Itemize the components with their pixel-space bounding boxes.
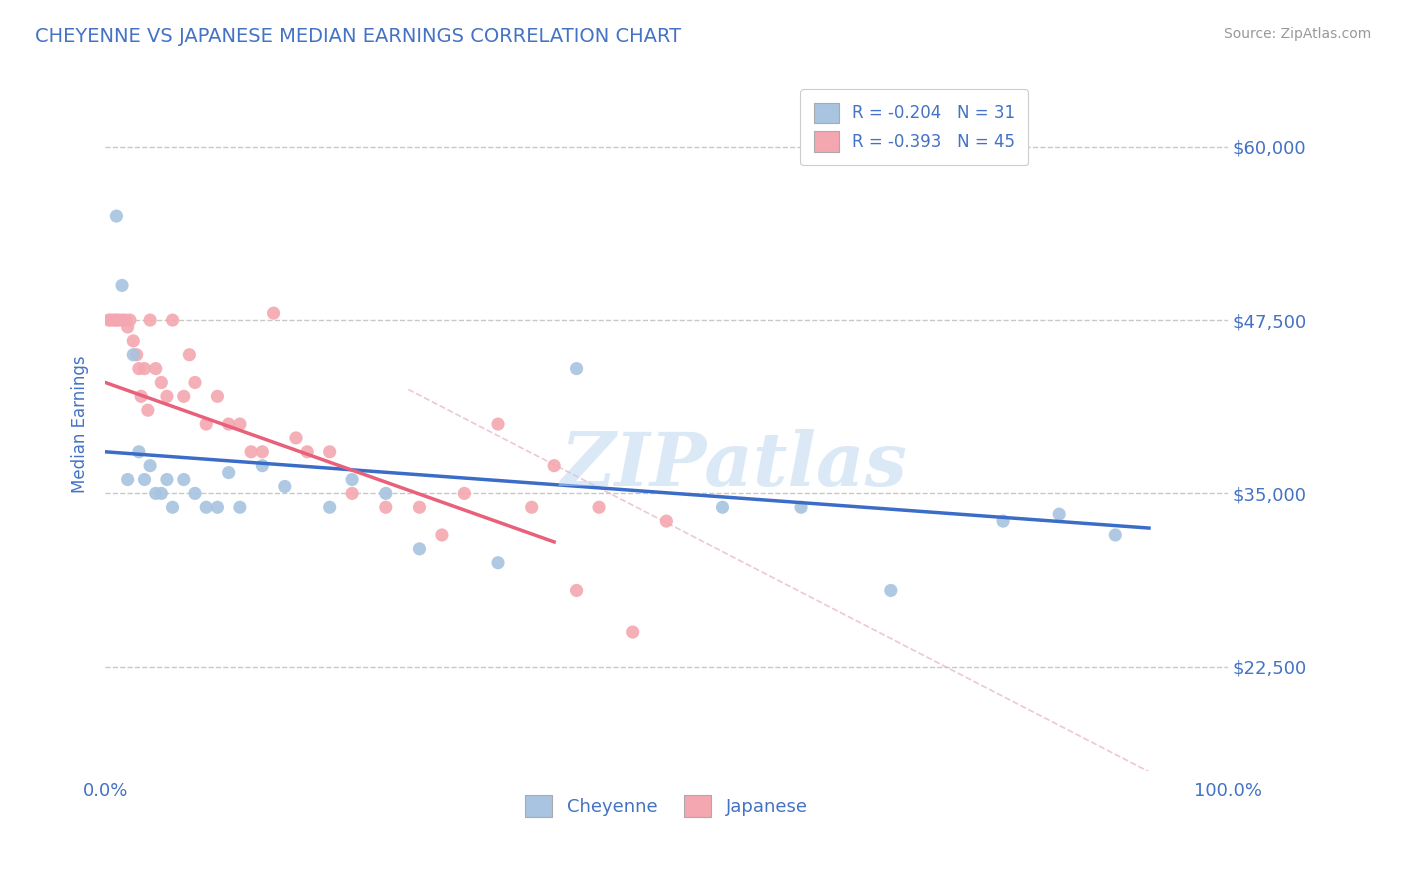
Point [184, 486, 207, 500]
Point [218, 466, 240, 480]
Point [107, 313, 129, 327]
Point [103, 313, 125, 327]
Point [263, 306, 285, 320]
Point [179, 348, 201, 362]
Text: Source: ZipAtlas.com: Source: ZipAtlas.com [1223, 27, 1371, 41]
Point [100, 313, 122, 327]
Point [156, 389, 179, 403]
Point [184, 376, 207, 390]
Point [274, 479, 297, 493]
Text: ZIPatlas: ZIPatlas [560, 429, 907, 502]
Point [125, 348, 148, 362]
Point [134, 361, 156, 376]
Point [340, 486, 363, 500]
Point [486, 556, 509, 570]
Point [520, 500, 543, 515]
Point [285, 431, 308, 445]
Point [173, 389, 195, 403]
Point [229, 417, 252, 431]
Point [139, 313, 162, 327]
Point [195, 500, 218, 515]
Point [229, 500, 252, 515]
Point [117, 320, 139, 334]
Point [122, 334, 145, 348]
Point [128, 361, 150, 376]
Point [430, 528, 453, 542]
Point [543, 458, 565, 473]
Point [162, 313, 184, 327]
Point [97, 313, 120, 327]
Point [173, 473, 195, 487]
Point [156, 473, 179, 487]
Point [136, 403, 159, 417]
Point [565, 583, 588, 598]
Point [105, 209, 128, 223]
Y-axis label: Median Earnings: Median Earnings [72, 355, 89, 493]
Point [111, 313, 134, 327]
Point [134, 473, 156, 487]
Point [1047, 507, 1070, 521]
Point [565, 361, 588, 376]
Point [453, 486, 475, 500]
Point [240, 444, 263, 458]
Point [162, 500, 184, 515]
Point [588, 500, 610, 515]
Point [114, 313, 136, 327]
Point [655, 514, 678, 528]
Point [486, 417, 509, 431]
Point [408, 541, 430, 556]
Point [318, 444, 340, 458]
Point [207, 500, 229, 515]
Text: CHEYENNE VS JAPANESE MEDIAN EARNINGS CORRELATION CHART: CHEYENNE VS JAPANESE MEDIAN EARNINGS COR… [35, 27, 682, 45]
Point [252, 458, 274, 473]
Point [1104, 528, 1126, 542]
Point [117, 473, 139, 487]
Point [340, 473, 363, 487]
Point [195, 417, 218, 431]
Point [374, 500, 396, 515]
Point [711, 500, 734, 515]
Point [145, 361, 167, 376]
Point [991, 514, 1014, 528]
Point [150, 486, 173, 500]
Point [139, 458, 162, 473]
Point [145, 486, 167, 500]
Legend: Cheyenne, Japanese: Cheyenne, Japanese [517, 788, 815, 824]
Point [207, 389, 229, 403]
Point [252, 444, 274, 458]
Point [318, 500, 340, 515]
Point [105, 313, 128, 327]
Point [790, 500, 813, 515]
Point [218, 417, 240, 431]
Point [621, 625, 644, 640]
Point [128, 444, 150, 458]
Point [111, 278, 134, 293]
Point [297, 444, 319, 458]
Point [129, 389, 152, 403]
Point [122, 348, 145, 362]
Point [150, 376, 173, 390]
Point [374, 486, 396, 500]
Point [118, 313, 141, 327]
Point [880, 583, 903, 598]
Point [408, 500, 430, 515]
